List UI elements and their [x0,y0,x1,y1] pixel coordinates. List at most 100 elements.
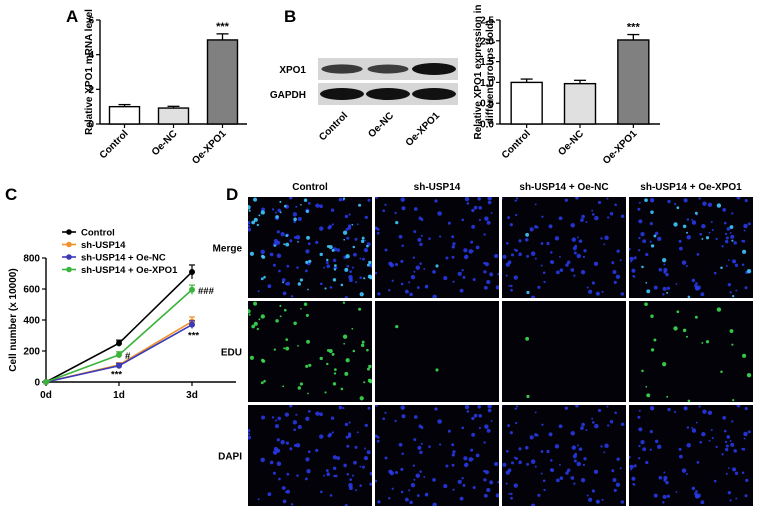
dapi-nucleus [364,423,368,427]
dapi-nucleus [400,467,404,471]
image-background [248,405,372,506]
dapi-nucleus [573,482,576,485]
dapi-nucleus [502,197,504,200]
dapi-nucleus [543,488,546,492]
legend-label: sh-USP14 + Oe-NC [81,253,166,264]
data-point [116,351,122,358]
dapi-nucleus [573,251,577,255]
dapi-nucleus [742,447,746,451]
dapi-nucleus [323,266,325,269]
merged-positive-cell [248,209,251,212]
dapi-nucleus [284,412,290,417]
dapi-nucleus [304,269,308,273]
image-tile-merge [502,197,626,298]
merged-positive-cell [732,295,735,298]
image-background [248,301,372,402]
dapi-nucleus [384,456,388,460]
edu-positive-cell [653,338,657,342]
dapi-nucleus [678,447,682,451]
dapi-nucleus [443,484,448,489]
bar-oe-xpo1 [617,39,650,125]
dapi-nucleus [701,432,706,437]
dapi-nucleus [591,209,594,212]
dapi-nucleus [729,291,732,294]
dapi-nucleus [289,405,293,408]
dapi-nucleus [638,201,641,204]
dapi-nucleus [653,285,658,290]
dapi-nucleus [375,197,378,199]
image-tile-edu [248,301,372,402]
merged-positive-cell [344,267,349,272]
dapi-nucleus [330,208,335,212]
dapi-nucleus [471,224,476,229]
dapi-nucleus [290,503,294,506]
data-point [116,362,122,369]
edu-positive-cell [525,336,530,341]
y-tick-label: 400 [23,316,40,327]
dapi-nucleus [573,459,577,463]
dapi-nucleus [475,245,480,250]
dapi-nucleus [331,223,334,226]
edu-positive-cell [279,304,282,307]
y-tick-label: 0.5 [480,99,494,110]
legend-marker [66,254,72,260]
dapi-nucleus [332,258,337,263]
dapi-nucleus [359,257,362,260]
dapi-nucleus [486,428,491,433]
dapi-nucleus [681,468,687,473]
dapi-nucleus [663,267,668,273]
dapi-nucleus [307,409,311,413]
dapi-nucleus [691,219,693,221]
blot-band [366,88,410,100]
dapi-nucleus [524,237,529,242]
dapi-nucleus [743,229,746,232]
dapi-nucleus [543,280,546,284]
y-tick-label: 0.0 [480,120,494,131]
dapi-nucleus [319,412,323,417]
data-point [189,321,195,328]
dapi-nucleus [518,460,522,465]
merged-positive-cell [526,290,530,295]
dapi-nucleus [462,483,466,487]
dapi-nucleus [463,462,469,468]
merged-positive-cell [682,224,687,229]
merged-positive-cell [729,225,734,229]
dapi-nucleus [580,270,586,275]
dapi-nucleus [483,441,486,444]
dapi-nucleus [289,447,293,451]
dapi-nucleus [495,285,499,290]
dapi-nucleus [409,292,413,297]
merged-positive-cell [673,222,678,227]
dapi-nucleus [570,223,575,228]
merged-positive-cell [646,289,651,294]
dapi-nucleus [376,439,380,443]
legend-label: Control [81,228,115,239]
dapi-nucleus [497,272,499,276]
dapi-nucleus [583,249,587,253]
edu-positive-cell [351,327,354,330]
dapi-nucleus [657,236,662,242]
dapi-nucleus [413,207,418,211]
merged-positive-cell [332,278,337,282]
dapi-nucleus [319,226,324,231]
dapi-nucleus [580,478,586,483]
dapi-nucleus [731,212,734,215]
dapi-nucleus [486,487,491,493]
y-tick-label: 600 [23,285,40,296]
dapi-nucleus [478,206,483,210]
dapi-nucleus [556,270,560,275]
edu-positive-cell [526,394,530,399]
dapi-nucleus [729,231,732,234]
dapi-nucleus [484,424,489,429]
dapi-nucleus [587,497,593,502]
dapi-nucleus [493,253,499,259]
dapi-nucleus [600,237,603,240]
merged-positive-cell [251,220,256,225]
dapi-nucleus [510,288,513,292]
dapi-nucleus [595,499,600,504]
dapi-nucleus [663,471,666,474]
edu-positive-cell [260,381,264,385]
dapi-nucleus [428,237,431,240]
dapi-nucleus [344,214,349,219]
merged-positive-cell [331,248,335,252]
